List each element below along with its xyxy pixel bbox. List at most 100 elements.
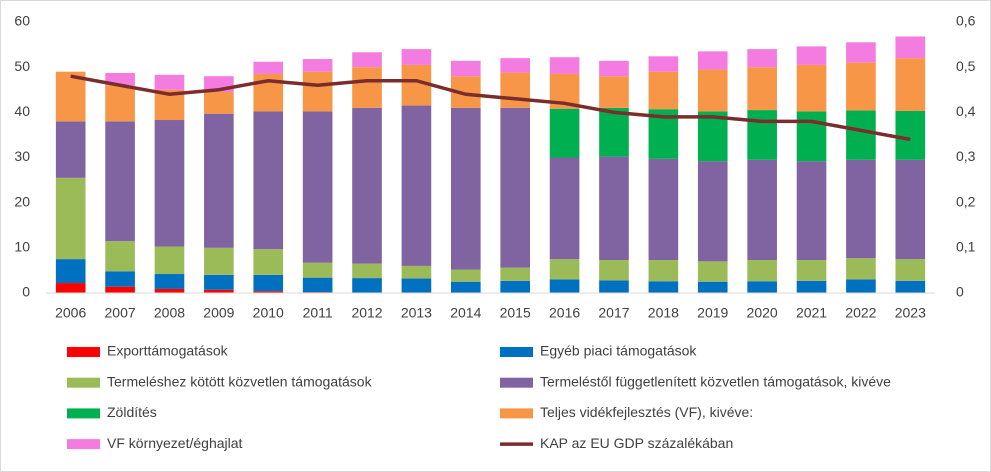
bar-segment <box>895 280 926 293</box>
x-tick-label: 2011 <box>303 305 333 321</box>
bar-segment <box>105 271 135 287</box>
bar-segment <box>450 60 481 77</box>
bar-segment <box>796 46 827 65</box>
bar-segment <box>500 107 531 268</box>
x-tick-label: 2015 <box>500 305 531 321</box>
legend-label: Egyéb piaci támogatások <box>540 343 697 359</box>
bar-segment <box>697 69 728 112</box>
x-tick-label: 2023 <box>895 305 926 321</box>
bar-segment <box>302 262 333 278</box>
bar-segment <box>599 280 629 293</box>
bar-segment <box>747 49 777 68</box>
bar-segment <box>105 286 135 293</box>
bar-segment <box>796 280 827 293</box>
y2-tick-label: 0,3 <box>956 148 976 164</box>
x-tick-label: 2008 <box>154 305 185 321</box>
bar-segment <box>55 177 86 260</box>
bar-segment <box>401 278 432 293</box>
bar-segment <box>302 71 333 112</box>
bar-segment <box>204 113 234 248</box>
legend-swatch <box>500 408 533 419</box>
x-tick-label: 2006 <box>55 305 86 321</box>
bar-segment <box>401 49 432 65</box>
bar-segment <box>450 269 481 282</box>
bar-segment <box>253 61 284 74</box>
bar-segment <box>648 56 679 72</box>
bar-segment <box>302 111 333 263</box>
x-tick-label: 2018 <box>648 305 679 321</box>
legend-label: Exporttámogatások <box>107 343 229 359</box>
bar-segment <box>846 159 876 259</box>
bar-segment <box>352 67 382 108</box>
bar-segment <box>846 42 876 63</box>
legend-swatch <box>67 347 100 357</box>
x-tick-label: 2019 <box>697 305 728 321</box>
bar-segment <box>895 110 926 160</box>
bar-segment <box>204 289 234 293</box>
x-tick-label: 2014 <box>450 305 481 321</box>
bar-segment <box>500 58 531 73</box>
bar-segment <box>352 263 382 279</box>
bar-segment <box>204 92 234 114</box>
bar-segment <box>253 291 284 293</box>
y-tick-label: 60 <box>14 13 30 29</box>
bar-segment <box>204 247 234 275</box>
bar-segment <box>599 107 629 157</box>
y-tick-label: 30 <box>14 148 30 164</box>
x-tick-label: 2020 <box>747 305 778 321</box>
legend-label: KAP az EU GDP százalékában <box>540 435 733 451</box>
bar-segment <box>401 265 432 279</box>
bar-segment <box>846 279 876 293</box>
bar-segment <box>105 85 135 122</box>
y-tick-label: 0 <box>22 284 30 300</box>
bar-segment <box>55 121 86 178</box>
bar-segment <box>846 62 876 111</box>
bar-segment <box>105 241 135 272</box>
x-tick-label: 2010 <box>253 305 284 321</box>
bar-segment <box>895 36 926 59</box>
bar-segment <box>154 120 185 247</box>
legend-label: Zöldítés <box>107 404 157 420</box>
bar-segment <box>796 111 827 162</box>
bar-segment <box>549 108 580 158</box>
y2-tick-label: 0,4 <box>956 103 976 119</box>
bar-segment <box>105 121 135 242</box>
x-tick-label: 2009 <box>203 305 234 321</box>
bar-segment <box>450 107 481 270</box>
bar-segment <box>549 259 580 280</box>
y2-tick-label: 0,5 <box>956 58 976 74</box>
bar-segment <box>747 159 777 261</box>
legend-swatch <box>67 439 100 450</box>
bar-segment <box>549 279 580 293</box>
line-series <box>70 74 911 142</box>
bar-segment <box>895 259 926 281</box>
y-tick-label: 40 <box>14 103 30 119</box>
bar-segment <box>500 267 531 281</box>
bar-segment <box>796 260 827 281</box>
x-tick-label: 2021 <box>796 305 827 321</box>
bar-segment <box>253 274 284 292</box>
bar-segment <box>846 110 876 160</box>
bar-segment <box>747 67 777 111</box>
x-tick-label: 2012 <box>351 305 382 321</box>
bar-segment <box>648 158 679 261</box>
bar-segment <box>599 60 629 77</box>
bar-segment <box>599 76 629 108</box>
bar-segment <box>697 111 728 162</box>
bar-segment <box>352 107 382 264</box>
y-tick-label: 50 <box>14 58 30 74</box>
bar-segment <box>747 260 777 282</box>
y2-tick-label: 0,6 <box>956 13 976 29</box>
y-tick-label: 10 <box>14 239 30 255</box>
bar-segment <box>55 71 86 122</box>
bar-segment <box>697 261 728 282</box>
y2-tick-label: 0,1 <box>956 239 976 255</box>
y2-tick-label: 0 <box>956 284 964 300</box>
legend-label: Termeléshez kötött közvetlen támogatások <box>107 373 373 389</box>
legend-label: Termeléstől függetlenített közvetlen tám… <box>540 373 891 389</box>
bar-segment <box>500 280 531 293</box>
bar-segment <box>846 258 876 280</box>
bar-segment <box>697 51 728 70</box>
